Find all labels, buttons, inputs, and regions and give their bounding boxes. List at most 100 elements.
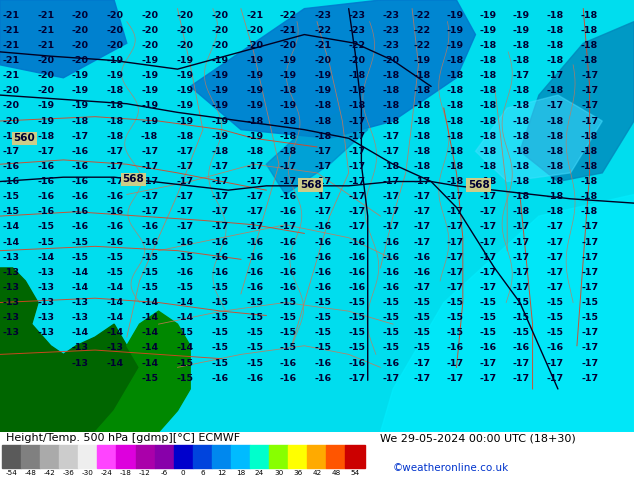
Text: -15: -15 — [547, 328, 564, 337]
Text: -17: -17 — [246, 162, 264, 171]
Text: -17: -17 — [246, 207, 264, 216]
Text: -18: -18 — [280, 132, 297, 141]
Text: -17: -17 — [280, 162, 297, 171]
Text: -17: -17 — [314, 147, 332, 156]
Text: -18: -18 — [547, 147, 564, 156]
Text: 12: 12 — [217, 470, 226, 476]
Text: -15: -15 — [480, 328, 496, 337]
Text: -14: -14 — [3, 238, 20, 246]
Text: -18: -18 — [382, 117, 400, 125]
Text: -15: -15 — [141, 268, 158, 277]
Bar — [136, 445, 155, 468]
Text: -15: -15 — [177, 283, 193, 292]
Text: -17: -17 — [413, 359, 431, 368]
Text: -18: -18 — [176, 132, 194, 141]
Text: -17: -17 — [581, 86, 598, 95]
Text: -16: -16 — [348, 238, 366, 246]
Text: -17: -17 — [107, 162, 124, 171]
Text: -18: -18 — [413, 101, 431, 110]
Text: -19: -19 — [71, 86, 89, 95]
Text: -17: -17 — [382, 374, 400, 383]
Text: -16: -16 — [3, 177, 20, 186]
Polygon shape — [190, 0, 476, 138]
Text: -19: -19 — [280, 101, 297, 110]
Text: -16: -16 — [107, 222, 124, 231]
Text: -18: -18 — [512, 101, 530, 110]
Text: -17: -17 — [141, 207, 158, 216]
Text: -15: -15 — [107, 253, 124, 262]
Text: -19: -19 — [141, 56, 158, 65]
Text: -17: -17 — [446, 283, 464, 292]
Text: -16: -16 — [280, 253, 297, 262]
Text: -21: -21 — [37, 41, 55, 50]
Text: -17: -17 — [348, 222, 366, 231]
Text: -18: -18 — [446, 177, 464, 186]
Text: -17: -17 — [581, 71, 598, 80]
Text: -22: -22 — [314, 26, 332, 35]
Text: -18: -18 — [512, 177, 530, 186]
Text: -18: -18 — [211, 147, 229, 156]
Text: -15: -15 — [212, 359, 228, 368]
Text: -15: -15 — [177, 253, 193, 262]
Text: -17: -17 — [348, 374, 366, 383]
Text: We 29-05-2024 00:00 UTC (18+30): We 29-05-2024 00:00 UTC (18+30) — [380, 433, 576, 443]
Text: -17: -17 — [176, 192, 194, 201]
Text: -22: -22 — [413, 41, 431, 50]
Text: -18: -18 — [479, 177, 497, 186]
Text: -16: -16 — [107, 192, 124, 201]
Text: -17: -17 — [107, 147, 124, 156]
Text: -16: -16 — [71, 192, 89, 201]
Text: -17: -17 — [446, 253, 464, 262]
Text: -18: -18 — [547, 86, 564, 95]
Text: -18: -18 — [547, 56, 564, 65]
Text: -15: -15 — [247, 328, 263, 337]
Text: -20: -20 — [177, 41, 193, 50]
Text: -21: -21 — [37, 11, 55, 20]
Text: -15: -15 — [315, 343, 332, 352]
Text: -18: -18 — [512, 41, 530, 50]
Text: 568: 568 — [468, 180, 489, 190]
Text: -17: -17 — [479, 268, 497, 277]
Bar — [288, 445, 307, 468]
Text: -15: -15 — [247, 359, 263, 368]
Text: -6: -6 — [160, 470, 168, 476]
Text: -18: -18 — [547, 132, 564, 141]
Text: -16: -16 — [37, 177, 55, 186]
Text: -16: -16 — [479, 343, 497, 352]
Text: -17: -17 — [581, 343, 598, 352]
Text: -16: -16 — [211, 238, 229, 246]
Text: -13: -13 — [107, 343, 124, 352]
Text: -20: -20 — [3, 117, 20, 125]
Text: -15: -15 — [349, 298, 365, 307]
Text: 568: 568 — [300, 180, 321, 190]
Text: -15: -15 — [177, 374, 193, 383]
Text: -16: -16 — [314, 238, 332, 246]
Text: -17: -17 — [37, 147, 55, 156]
Text: -21: -21 — [37, 26, 55, 35]
Text: -17: -17 — [581, 101, 598, 110]
Text: -16: -16 — [71, 162, 89, 171]
Text: -15: -15 — [349, 328, 365, 337]
Text: -21: -21 — [3, 41, 20, 50]
Text: -15: -15 — [513, 298, 529, 307]
Text: -20: -20 — [315, 56, 332, 65]
Text: -18: -18 — [581, 147, 598, 156]
Text: Height/Temp. 500 hPa [gdmp][°C] ECMWF: Height/Temp. 500 hPa [gdmp][°C] ECMWF — [6, 433, 240, 443]
Text: -17: -17 — [382, 207, 400, 216]
Text: -18: -18 — [348, 71, 366, 80]
Text: -18: -18 — [547, 192, 564, 201]
Text: -16: -16 — [280, 268, 297, 277]
Text: -16: -16 — [246, 283, 264, 292]
Bar — [21, 445, 40, 468]
Text: -16: -16 — [314, 268, 332, 277]
Text: -19: -19 — [211, 56, 229, 65]
Text: -18: -18 — [547, 162, 564, 171]
Text: -18: -18 — [479, 117, 497, 125]
Text: -22: -22 — [413, 11, 431, 20]
Text: -17: -17 — [71, 132, 89, 141]
Text: -15: -15 — [414, 298, 430, 307]
Text: -18: -18 — [382, 86, 400, 95]
Text: -16: -16 — [512, 343, 530, 352]
Text: -14: -14 — [107, 298, 124, 307]
Text: -19: -19 — [314, 86, 332, 95]
